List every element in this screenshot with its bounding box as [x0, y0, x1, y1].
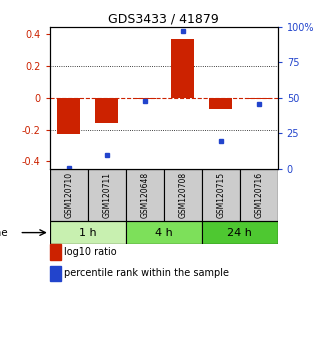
Bar: [247, 98, 270, 99]
Text: log10 ratio: log10 ratio: [64, 247, 117, 257]
Bar: [164, 169, 202, 221]
Text: GSM120715: GSM120715: [216, 172, 225, 218]
Bar: [50, 169, 88, 221]
Text: 24 h: 24 h: [227, 228, 252, 238]
Bar: [240, 169, 278, 221]
Text: GSM120648: GSM120648: [140, 172, 149, 218]
Text: GSM120716: GSM120716: [254, 172, 263, 218]
Bar: [50, 221, 126, 244]
Bar: [202, 221, 278, 244]
Text: GSM120710: GSM120710: [64, 172, 73, 218]
Title: GDS3433 / 41879: GDS3433 / 41879: [108, 12, 219, 25]
Bar: [88, 169, 126, 221]
Text: 1 h: 1 h: [79, 228, 97, 238]
Bar: [133, 98, 156, 99]
Text: percentile rank within the sample: percentile rank within the sample: [64, 268, 229, 278]
Bar: [95, 98, 118, 123]
Bar: [209, 98, 232, 109]
Text: 4 h: 4 h: [155, 228, 173, 238]
Bar: [126, 221, 202, 244]
Text: time: time: [0, 228, 8, 238]
Bar: [202, 169, 240, 221]
Text: GSM120708: GSM120708: [178, 172, 187, 218]
Text: GSM120711: GSM120711: [102, 172, 111, 218]
Bar: [57, 98, 80, 134]
Bar: [126, 169, 164, 221]
Bar: [171, 39, 194, 98]
